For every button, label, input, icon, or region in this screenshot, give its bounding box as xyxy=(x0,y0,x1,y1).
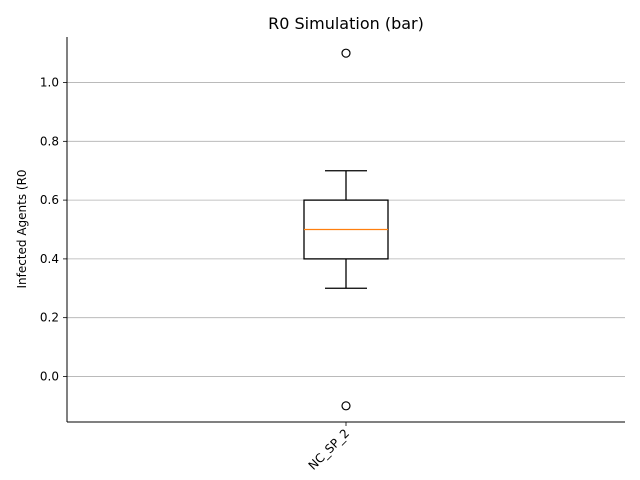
tick-group: 0.0 0.2 0.4 0.6 0.8 1.0 NC_SP_2 xyxy=(40,76,352,473)
y-axis-label: Infected Agents (R0 xyxy=(15,169,29,288)
box-plot-marks xyxy=(303,48,389,411)
y-tick-label: 0.6 xyxy=(40,193,59,207)
chart-title: R0 Simulation (bar) xyxy=(268,14,424,33)
x-tick-label: NC_SP_2 xyxy=(306,426,353,473)
y-tick-label: 0.8 xyxy=(40,134,59,148)
y-tick-label: 0.0 xyxy=(40,369,59,383)
box-NC_SP_2 xyxy=(303,48,389,411)
y-tick-label: 1.0 xyxy=(40,76,59,90)
outlier-point xyxy=(341,401,351,411)
outlier-point xyxy=(341,48,351,58)
y-tick-label: 0.4 xyxy=(40,252,59,266)
y-tick-label: 0.2 xyxy=(40,311,59,325)
